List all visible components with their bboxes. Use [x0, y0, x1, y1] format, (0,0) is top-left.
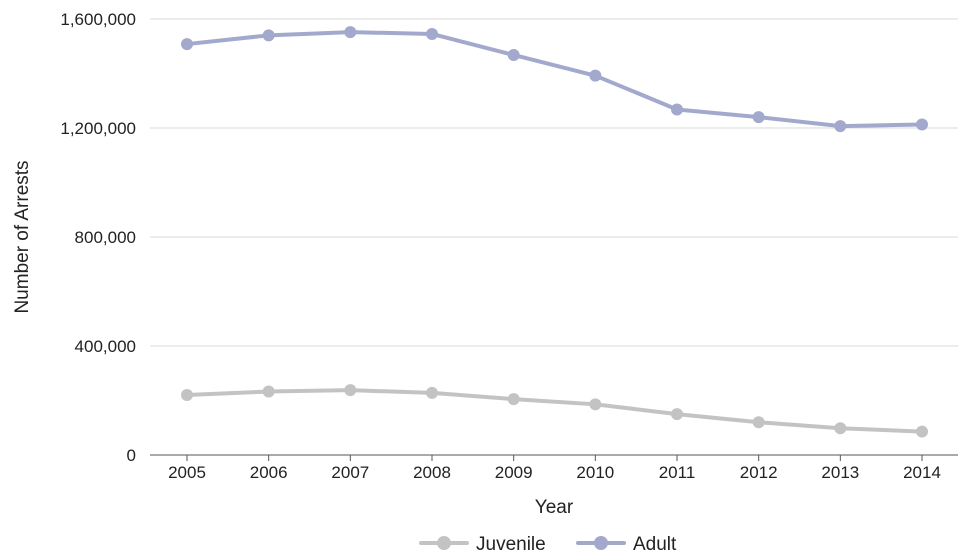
data-point-juvenile: [181, 389, 193, 402]
y-tick-label: 400,000: [75, 337, 136, 356]
x-axis-title: Year: [535, 497, 574, 518]
series-line-adult: [185, 30, 924, 129]
data-point-adult: [344, 26, 357, 39]
data-point-adult: [834, 120, 847, 133]
x-tick-label: 2007: [331, 463, 369, 482]
data-point-adult: [671, 103, 683, 116]
y-tick-label: 1,600,000: [60, 10, 136, 29]
legend-label: Adult: [633, 534, 677, 555]
data-point-adult: [426, 27, 438, 40]
series: [181, 26, 928, 438]
data-point-juvenile: [671, 408, 683, 421]
x-tick-label: 2013: [821, 463, 859, 482]
x-tick-label: 2009: [495, 463, 533, 482]
data-point-adult: [589, 69, 602, 82]
data-point-juvenile: [344, 384, 357, 397]
data-point-adult: [507, 48, 520, 61]
data-point-adult: [181, 38, 193, 51]
legend-item-juvenile: Juvenile: [419, 534, 546, 555]
data-point-juvenile: [834, 422, 847, 435]
data-point-juvenile: [752, 416, 765, 429]
x-tick-label: 2005: [168, 463, 206, 482]
data-point-juvenile: [426, 386, 438, 399]
data-point-adult: [916, 118, 928, 131]
gridlines: [150, 18, 958, 347]
x-axis-ticks: 2005 2006 2007 2008 2009 2010 2011 2012 2013 2014: [168, 455, 941, 482]
data-point-adult: [752, 111, 765, 124]
data-point-juvenile: [589, 398, 602, 411]
x-tick-label: 2012: [740, 463, 778, 482]
legend-swatch-marker: [594, 536, 608, 550]
y-axis-title: Number of Arrests: [12, 160, 33, 313]
series-adult: [181, 26, 928, 133]
x-tick-label: 2010: [576, 463, 614, 482]
data-point-juvenile: [507, 393, 520, 406]
legend-item-adult: Adult: [576, 534, 677, 555]
y-axis-ticks: 0 400,000 800,000 1,200,000 1,600,000: [60, 10, 136, 465]
data-point-adult: [262, 29, 275, 42]
y-tick-label: 1,200,000: [60, 119, 136, 138]
legend-label: Juvenile: [476, 534, 546, 555]
series-line-juvenile: [185, 388, 924, 434]
y-tick-label: 800,000: [75, 228, 136, 247]
x-tick-label: 2014: [903, 463, 941, 482]
x-tick-label: 2011: [659, 463, 696, 482]
series-juvenile: [181, 384, 928, 438]
data-point-juvenile: [916, 425, 928, 438]
x-tick-label: 2008: [413, 463, 451, 482]
legend: Juvenile Adult: [419, 534, 677, 555]
x-tick-label: 2006: [250, 463, 288, 482]
legend-swatch-marker: [437, 536, 451, 550]
y-tick-label: 0: [127, 446, 136, 465]
data-point-juvenile: [262, 385, 275, 398]
